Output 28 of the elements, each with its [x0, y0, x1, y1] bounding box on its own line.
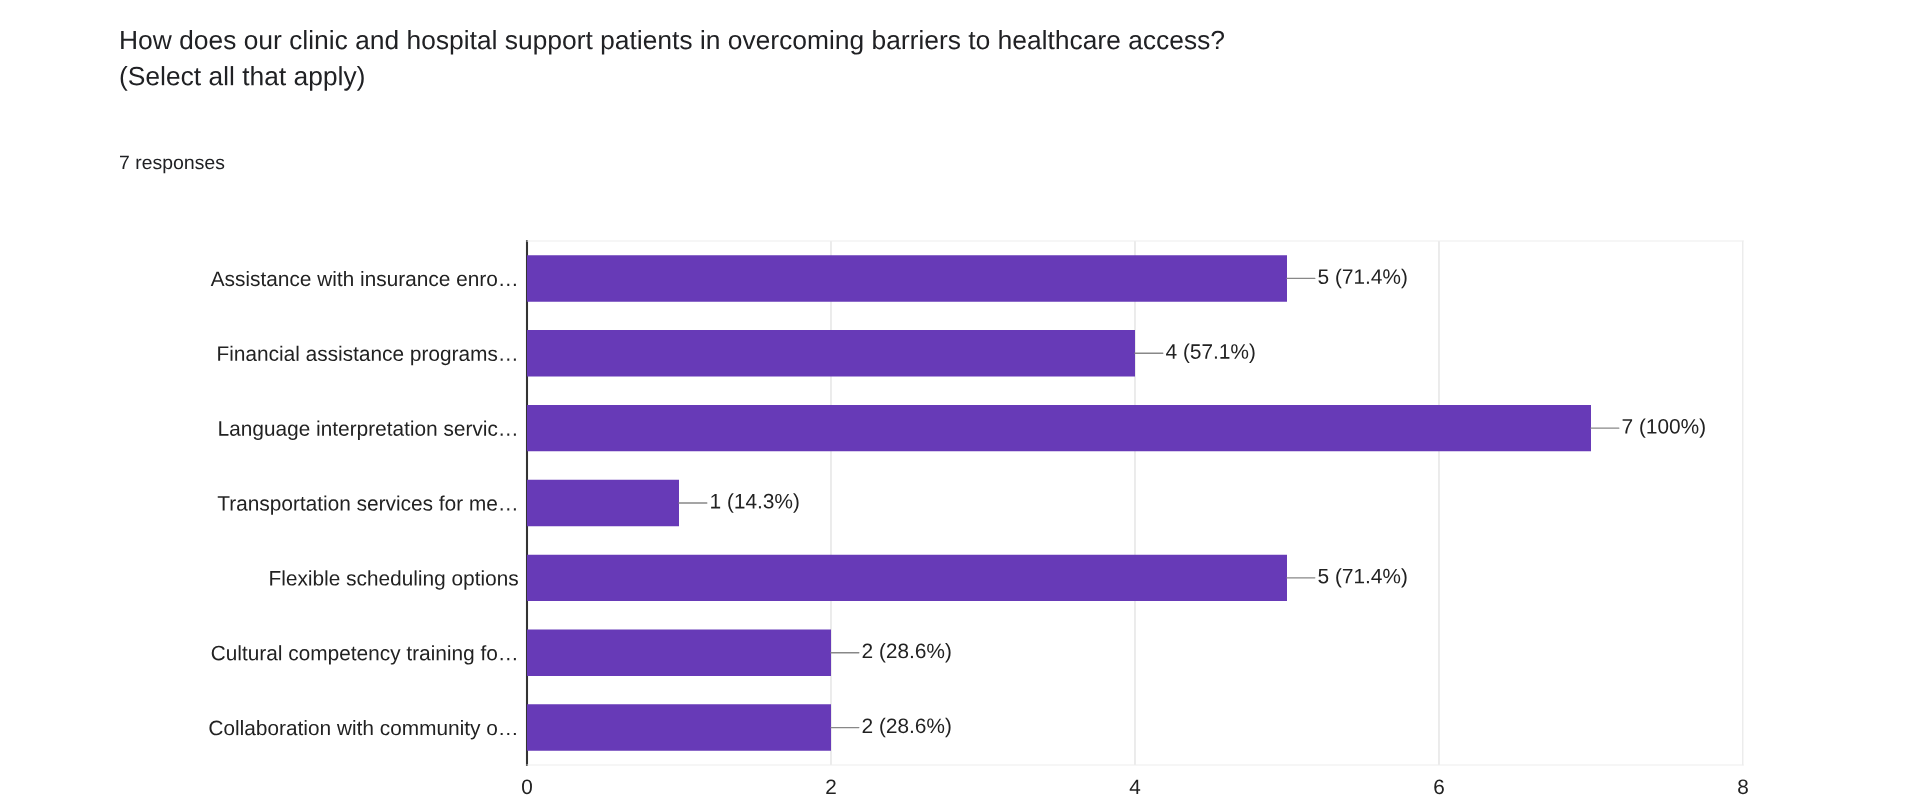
y-tick-label: Transportation services for me…	[217, 495, 516, 515]
x-tick-label: 0	[522, 779, 532, 795]
x-tick-label: 2	[826, 779, 836, 794]
data-label: 1 (14.3%)	[711, 493, 799, 513]
y-tick-label: Collaboration with community o…	[209, 720, 516, 740]
data-label: 2 (28.6%)	[862, 717, 951, 738]
data-label: 5 (71.4%)	[1318, 568, 1407, 588]
y-tick-label: Financial assistance programs…	[218, 345, 516, 366]
x-tick-label: 4	[1129, 779, 1141, 794]
text: 7 responses	[120, 155, 225, 174]
bar	[527, 479, 679, 527]
y-tick-label: Flexible scheduling options	[270, 570, 518, 590]
data-label: 4 (57.1%)	[1166, 343, 1255, 363]
data-label: 5 (71.4%)	[1318, 268, 1407, 289]
y-tick-label: Cultural competency training fo…	[211, 645, 516, 665]
bar	[527, 255, 1287, 302]
bar	[527, 629, 831, 676]
bar	[527, 404, 1591, 452]
bar	[527, 330, 1135, 377]
data-label: 7 (100%)	[1622, 418, 1705, 438]
x-tick-label: 6	[1434, 779, 1444, 795]
bar	[527, 704, 831, 751]
y-tick-label: Language interpretation servic…	[219, 420, 516, 441]
x-tick-label: 8	[1738, 779, 1748, 795]
bar	[527, 554, 1287, 602]
chart-title: How does our clinic and hospital support patients in overcoming barriers to healthcare access? (Select all that apply)	[120, 30, 1225, 91]
data-label: 2 (28.6%)	[862, 643, 951, 663]
y-tick-label: Assistance with insurance enro…	[210, 270, 516, 287]
